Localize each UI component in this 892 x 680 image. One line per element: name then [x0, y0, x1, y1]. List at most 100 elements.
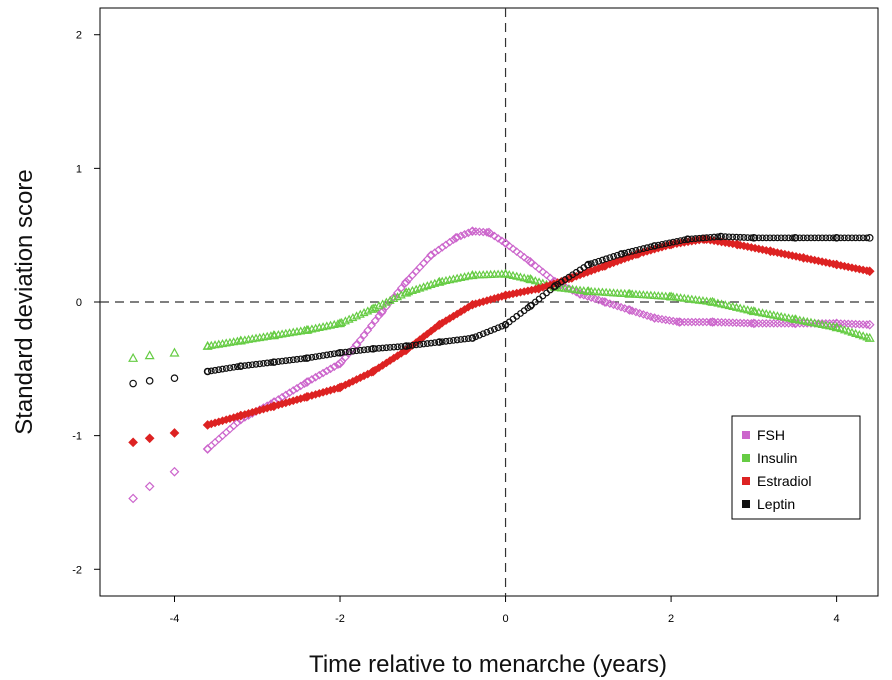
leptin-point: [450, 336, 457, 344]
leptin-point: [859, 234, 867, 242]
fsh-point: [225, 424, 235, 434]
fsh-point: [281, 390, 291, 400]
leptin-point: [390, 343, 398, 351]
leptin-point: [382, 344, 390, 352]
leptin-point: [695, 234, 703, 242]
y-axis-label: Standard deviation score: [11, 169, 38, 435]
insulin-point: [337, 317, 347, 327]
leptin-point: [829, 234, 837, 242]
leptin-point: [865, 234, 874, 242]
leptin-point: [319, 352, 327, 359]
leptin-point: [405, 342, 413, 350]
legend-swatch-leptin: [742, 500, 750, 508]
leptin-point: [606, 254, 614, 262]
leptin-point: [777, 234, 785, 242]
leptin-point: [617, 250, 625, 258]
fsh-point: [128, 493, 138, 504]
fsh-point: [203, 444, 212, 454]
fsh-point: [318, 368, 328, 378]
leptin-point: [494, 324, 502, 332]
fsh-point: [512, 247, 522, 256]
leptin-point: [706, 233, 714, 241]
fsh-point: [449, 235, 458, 244]
leptin-point: [703, 234, 711, 242]
leptin-point: [662, 240, 670, 248]
leptin-point: [613, 251, 621, 259]
fsh-point: [497, 236, 507, 246]
fsh-point: [326, 364, 335, 374]
insulin-point: [523, 274, 533, 283]
leptin-point: [483, 328, 491, 336]
fsh-point: [218, 431, 227, 441]
fsh-point: [590, 294, 600, 304]
leptin-point: [453, 336, 461, 344]
insulin-point: [378, 299, 388, 308]
fsh-point: [229, 421, 239, 431]
fsh-point: [393, 288, 402, 298]
insulin-point: [128, 352, 139, 362]
leptin-point: [785, 234, 793, 242]
legend-label-insulin: Insulin: [757, 450, 797, 466]
fsh-point: [769, 319, 779, 328]
leptin-point: [658, 240, 666, 248]
leptin-point: [826, 234, 833, 242]
fsh-point: [486, 229, 496, 238]
leptin-point: [476, 331, 483, 339]
leptin-point: [699, 234, 707, 242]
fsh-point: [452, 233, 462, 242]
leptin-point: [327, 350, 334, 358]
leptin-point: [539, 292, 547, 300]
leptin-point: [688, 235, 696, 243]
leptin-point: [759, 234, 766, 242]
leptin-point: [591, 259, 599, 266]
legend-swatch-fsh: [742, 431, 750, 439]
fsh-point: [702, 317, 712, 327]
fsh-point: [341, 353, 350, 362]
fsh-point: [776, 319, 786, 328]
leptin-point: [397, 343, 405, 350]
fsh-point: [359, 330, 369, 340]
leptin-point: [535, 295, 543, 303]
fsh-point: [780, 319, 790, 328]
legend-label-leptin: Leptin: [757, 496, 795, 512]
x-tick-label: -2: [335, 613, 345, 625]
fsh-point: [221, 428, 231, 437]
insulin-point: [728, 301, 738, 310]
leptin-point: [647, 243, 655, 251]
fsh-point: [508, 244, 518, 254]
insulin-point: [530, 276, 540, 285]
leptin-point: [170, 374, 179, 382]
insulin-point: [374, 301, 384, 310]
y-tick-label: -1: [72, 431, 82, 443]
fsh-point: [612, 301, 622, 311]
leptin-point: [837, 234, 845, 242]
insulin-point: [393, 292, 403, 301]
fsh-point: [311, 372, 320, 382]
leptin-point: [293, 355, 301, 363]
leptin-point: [479, 330, 487, 338]
leptin-point: [271, 358, 279, 366]
leptin-point: [308, 353, 316, 361]
leptin-point: [468, 334, 476, 342]
series-leptin: [129, 232, 874, 388]
insulin-point: [724, 301, 734, 310]
leptin-point: [610, 253, 617, 260]
fsh-point: [374, 311, 384, 321]
leptin-point: [628, 247, 636, 255]
insulin-point: [709, 297, 719, 306]
leptin-point: [766, 234, 774, 242]
fsh-point: [400, 279, 410, 288]
leptin-point: [796, 234, 804, 242]
insulin-point: [348, 312, 358, 322]
leptin-point: [654, 241, 662, 249]
leptin-point: [800, 234, 807, 242]
insulin-point: [851, 328, 861, 337]
leptin-point: [349, 347, 357, 355]
leptin-point: [844, 234, 852, 242]
fsh-point: [463, 228, 473, 238]
leptin-point: [822, 234, 830, 242]
estradiol-point: [169, 428, 180, 438]
legend: FSH Insulin Estradiol Leptin: [731, 415, 861, 520]
leptin-point: [409, 341, 416, 349]
leptin-point: [215, 366, 223, 374]
